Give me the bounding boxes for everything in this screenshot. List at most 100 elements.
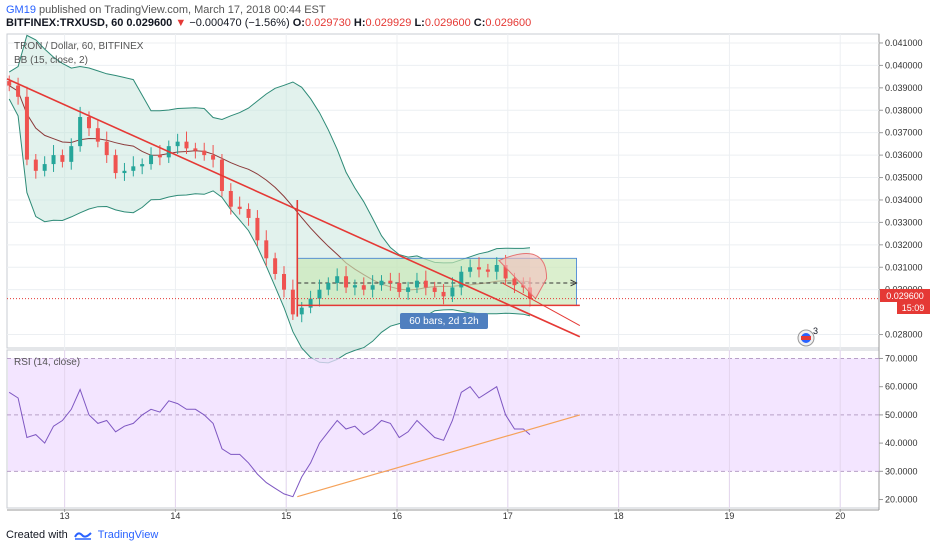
alert-count: 3 <box>813 326 818 336</box>
candle-down <box>264 240 269 259</box>
low-label: L: <box>414 17 425 29</box>
projection-line <box>502 282 581 327</box>
bb-lower <box>8 98 531 364</box>
author-link[interactable]: GM19 <box>6 4 36 16</box>
range-label: 60 bars, 2d 12h <box>409 316 479 327</box>
rsi-axis: 70.0000 60.0000 50.0000 40.0000 30.0000 20.00… <box>879 353 918 505</box>
price-tick-label: 0.032000 <box>885 240 923 250</box>
candle-up <box>51 155 56 165</box>
tradingview-logo-icon <box>73 531 92 540</box>
candle-up <box>379 280 384 286</box>
candle-up <box>131 166 136 171</box>
price-tick-label: 0.033000 <box>885 217 923 227</box>
publish-text: published on TradingView.com, March 17, … <box>39 4 326 16</box>
candle-up <box>69 146 74 162</box>
candle-down <box>485 269 490 272</box>
candle-down <box>388 280 393 283</box>
candle-up <box>352 285 357 288</box>
candle-down <box>7 81 12 86</box>
last-price: 0.029600 <box>126 17 173 29</box>
candle-down <box>246 208 251 218</box>
candle-up <box>335 276 340 283</box>
candle-up <box>299 307 304 315</box>
rsi-trendline <box>297 414 581 498</box>
time-tick-label: 18 <box>614 511 624 521</box>
countdown-badge <box>897 302 930 314</box>
trendlines[interactable] <box>6 78 879 338</box>
publish-info: GM19 published on TradingView.com, March… <box>6 4 326 16</box>
candle-down <box>86 116 91 129</box>
candle-up <box>42 164 47 171</box>
time-tick-label: 15 <box>281 511 291 521</box>
tradingview-brand[interactable]: TradingView <box>97 529 159 541</box>
candle-down <box>237 206 242 209</box>
price-tick-label: 0.041000 <box>885 38 923 48</box>
range-label-box <box>400 313 488 329</box>
alert-icon[interactable]: 3 <box>797 326 818 347</box>
price-badge-text: 0.029600 <box>886 291 924 301</box>
high-label: H: <box>353 17 366 29</box>
candle-down <box>157 155 162 158</box>
footer: Created with TradingView <box>6 529 158 541</box>
candle-down <box>33 159 38 171</box>
candle-down <box>290 289 295 315</box>
price-tick-label: 0.031000 <box>885 262 923 272</box>
candle-up <box>468 267 473 272</box>
rsi-tick-label: 40.0000 <box>885 438 918 448</box>
rsi-tick-label: 50.0000 <box>885 410 918 420</box>
close-value: 0.029600 <box>485 17 532 29</box>
bb-indicator-title: BB (15, close, 2) <box>14 55 88 66</box>
candle-down <box>95 128 100 142</box>
candle-down <box>16 85 21 97</box>
candle-down <box>104 141 109 156</box>
rsi-tick-label: 30.0000 <box>885 466 918 476</box>
candle-up <box>450 287 455 297</box>
open-label: O: <box>292 17 305 29</box>
target-sector <box>498 253 548 300</box>
main-pane-title: TRON / Dollar, 60, BITFINEX <box>14 41 144 52</box>
price-badge <box>880 289 930 302</box>
candle-up <box>149 155 154 165</box>
candle-down <box>512 278 517 286</box>
price-tick-label: 0.035000 <box>885 173 923 183</box>
low-value: 0.029600 <box>424 17 471 29</box>
price-tick-label: 0.040000 <box>885 60 923 70</box>
candle-down <box>344 276 349 288</box>
candle-down <box>423 280 428 288</box>
time-axis: 13 14 15 16 17 18 19 20 <box>60 509 845 521</box>
created-with-label: Created with <box>6 529 68 541</box>
candle-up <box>78 116 83 147</box>
candle-down <box>60 155 65 162</box>
time-tick-label: 16 <box>392 511 402 521</box>
rsi-tick-label: 20.0000 <box>885 495 918 505</box>
time-tick-label: 19 <box>724 511 734 521</box>
candle-down <box>184 141 189 149</box>
candle-down <box>255 217 260 241</box>
candle-down <box>24 96 29 160</box>
candle-down <box>202 150 207 156</box>
candle-up <box>140 164 145 167</box>
high-value: 0.029929 <box>365 17 412 29</box>
time-tick-label: 17 <box>503 511 513 521</box>
time-tick-label: 13 <box>60 511 70 521</box>
candle-down <box>273 258 278 274</box>
price-tick-label: 0.037000 <box>885 128 923 138</box>
candle-up <box>459 271 464 288</box>
price-change: −0.000470 (−1.56%) <box>189 17 290 29</box>
down-arrow-icon: ▼ <box>175 17 187 29</box>
price-tick-label: 0.034000 <box>885 195 923 205</box>
candle-up <box>175 141 180 147</box>
candle-up <box>308 298 313 308</box>
symbol-label: BITFINEX:TRXUSD, 60 <box>6 17 124 29</box>
countdown-text: 15:09 <box>902 303 925 313</box>
candle-down <box>193 148 198 151</box>
candle-down <box>397 282 402 292</box>
open-value: 0.029730 <box>304 17 351 29</box>
rsi-line <box>8 385 531 498</box>
candle-up <box>317 289 322 299</box>
trendline-descending <box>6 78 581 338</box>
price-tick-label: 0.038000 <box>885 105 923 115</box>
candle-up <box>414 280 419 288</box>
rsi-pane-title: RSI (14, close) <box>14 357 80 368</box>
